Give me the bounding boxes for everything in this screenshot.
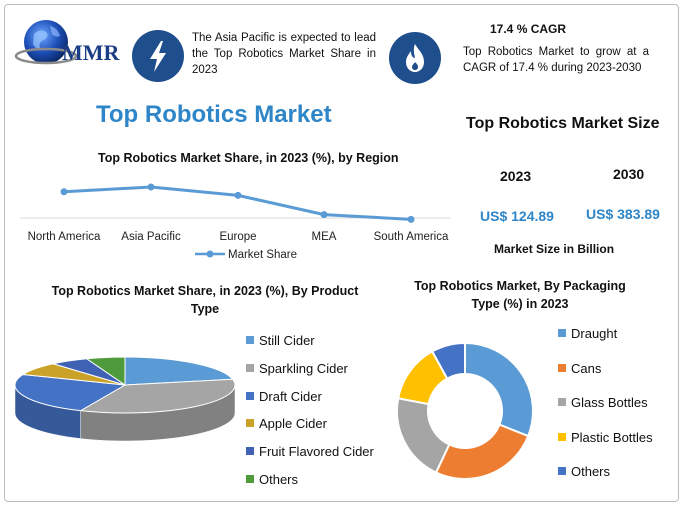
pie-legend-item: Draft Cider [246,389,322,404]
pie-slice [124,356,234,386]
market-size-unit: Market Size in Billion [494,242,615,256]
value-2023: US$ 124.89 [480,208,554,224]
value-2030: US$ 383.89 [586,206,660,222]
line-chart: North America Asia Pacific Europe MEA South … [20,183,450,261]
pie-slice [79,378,236,414]
line-series-market-share [63,185,412,221]
flame-icon [406,44,424,72]
legend-label: Glass Bottles [571,395,648,410]
donut-legend-item: Plastic Bottles [558,430,653,445]
highlight-text-cagr: Top Robotics Market to grow at a CAGR of… [463,46,649,74]
line-point [147,183,155,191]
pie-legend-item: Still Cider [246,333,315,348]
legend-label: Draft Cider [259,388,322,404]
highlight-text-asia: The Asia Pacific is expected to lead the… [192,32,376,76]
legend-swatch [246,447,254,456]
line-point [60,188,68,196]
line-point [320,211,328,219]
donut-slice [434,423,530,480]
highlight-icon-bubble [389,32,441,84]
line-tick-label: Europe [219,231,256,243]
donut-legend-item: Cans [558,361,601,376]
year-2030: 2030 [613,166,645,182]
pie-legend-item: Apple Cider [246,416,327,431]
line-legend-label: Market Share [228,249,297,261]
globe-icon [14,20,78,65]
product-pie-title: Top Robotics Market Share, in 2023 (%), … [51,284,359,316]
market-size-title: Top Robotics Market Size [466,115,660,132]
highlight-icon-bubble [132,30,184,82]
legend-label: Plastic Bottles [571,429,653,445]
donut-legend-item: Glass Bottles [558,395,648,410]
legend-label: Fruit Flavored Cider [259,444,374,460]
line-tick-label: North America [28,231,101,243]
packaging-donut-chart [396,341,534,480]
pie-legend-item: Others [246,472,298,487]
pie-legend-item: Sparkling Cider [246,361,348,376]
line-tick-label: South America [374,231,449,243]
line-chart-title: Top Robotics Market Share, in 2023 (%), … [98,151,399,165]
legend-swatch [246,363,254,372]
pie-legend-item: Fruit Flavored Cider [246,444,374,459]
legend-swatch [246,391,254,400]
year-2023: 2023 [500,168,532,184]
logo-text: MMR [62,40,120,65]
line-point [234,191,242,199]
legend-swatch [558,432,566,441]
pie-slice [85,356,126,386]
line-point [407,215,415,223]
donut-legend-item: Others [558,464,610,479]
donut-slice [464,341,534,438]
legend-label: Others [571,464,611,479]
line-tick-label: Asia Pacific [121,231,181,243]
legend-swatch [558,363,566,372]
legend-label: Others [259,472,299,487]
legend-label: Draught [571,326,618,341]
lightning-bolt-icon [150,41,166,72]
main-title: Top Robotics Market [96,101,332,128]
legend-label: Sparkling Cider [259,360,348,376]
legend-swatch [558,467,566,475]
product-pie-chart [14,356,236,442]
legend-swatch [246,419,254,428]
legend-swatch [246,336,254,344]
legend-label: Apple Cider [259,416,327,432]
line-tick-label: MEA [312,231,337,243]
cagr-title: 17.4 % CAGR [490,22,567,36]
legend-label: Still Cider [259,333,315,348]
logo [14,12,124,74]
donut-legend-item: Draught [558,326,617,341]
line-legend-marker [206,250,214,258]
donut-slice [396,397,451,474]
legend-swatch [558,329,566,337]
legend-swatch [558,398,566,406]
legend-label: Cans [571,360,602,376]
legend-swatch [246,475,254,483]
packaging-donut-title: Top Robotics Market, By Packaging Type (… [414,279,626,311]
pie-slice [14,373,127,412]
infographic-frame [4,4,679,502]
donut-slice [430,341,466,380]
